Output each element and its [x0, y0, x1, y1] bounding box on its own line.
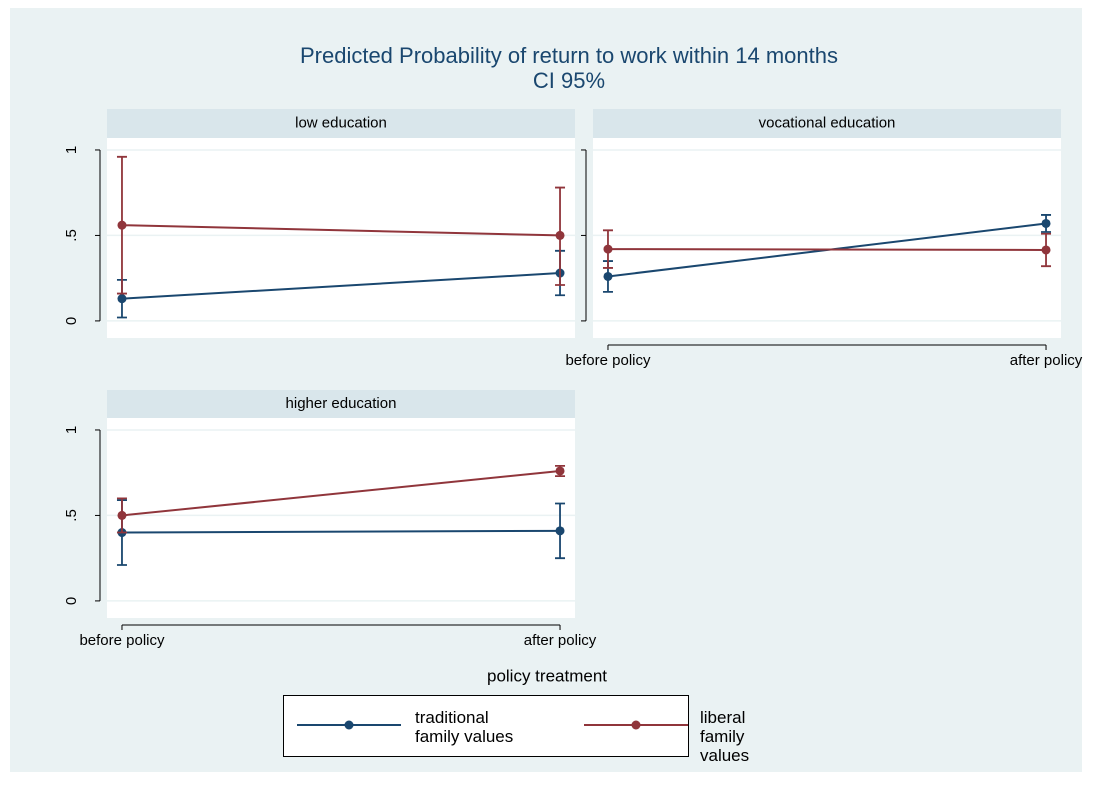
chart-subtitle: CI 95% [533, 68, 605, 93]
x-tick-label: after policy [524, 632, 597, 649]
series-line [607, 248, 1047, 251]
y-tick-label: 0 [63, 317, 80, 325]
plot-area [107, 138, 575, 338]
plot-area [593, 138, 1061, 338]
series-line [121, 224, 561, 237]
y-tick-label: 1 [63, 426, 80, 434]
legend-swatch [584, 720, 688, 730]
point [555, 526, 565, 536]
plot-area [107, 418, 575, 618]
chart-title: Predicted Probability of return to work … [300, 43, 838, 68]
x-tick-label: before policy [565, 352, 651, 369]
point [117, 294, 127, 304]
point [555, 466, 565, 476]
y-tick-label: 0 [63, 597, 80, 605]
strip [107, 109, 575, 138]
legend-entry: liberal family values [584, 696, 749, 765]
series-line [121, 272, 561, 300]
y-tick-label: 1 [63, 146, 80, 154]
strip [593, 109, 1061, 138]
legend: traditional family values liberal family… [283, 695, 749, 765]
legend-dot [344, 720, 354, 730]
panel-title: higher education [286, 395, 397, 412]
x-tick-label: before policy [79, 632, 165, 649]
strip [107, 390, 575, 418]
legend-entry: traditional family values [297, 696, 557, 756]
point [603, 244, 613, 254]
point [1041, 245, 1051, 255]
panel-title: low education [295, 114, 387, 131]
point [1041, 218, 1051, 228]
point [603, 271, 613, 281]
y-tick-label: .5 [63, 509, 80, 522]
x-tick-label: after policy [1010, 352, 1083, 369]
point [117, 220, 127, 230]
legend-dot [631, 720, 641, 730]
legend-label: liberal family values [700, 708, 750, 765]
series-line [121, 529, 561, 534]
series-line [121, 469, 561, 517]
x-axis-title: policy treatment [487, 666, 607, 685]
point [117, 510, 127, 520]
panel-title: vocational education [759, 114, 896, 131]
legend-swatch [297, 720, 401, 730]
point [555, 230, 565, 240]
y-tick-label: .5 [63, 229, 80, 242]
legend-label: traditional family values [415, 708, 514, 746]
